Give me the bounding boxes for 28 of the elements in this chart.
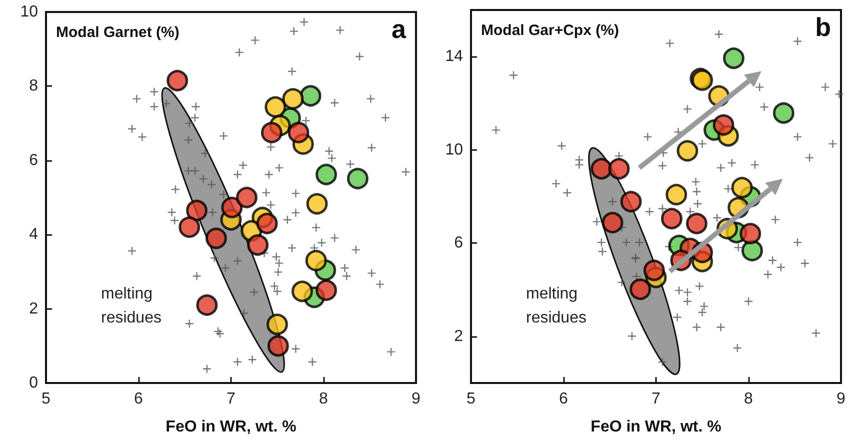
text: Modal Garnet (%) [56, 24, 180, 41]
annotation: b [815, 12, 832, 42]
x-tick-label: 9 [836, 390, 846, 408]
annotation: melting residues [526, 286, 586, 326]
y-tick-label: 10 [445, 141, 464, 158]
x-tick-label: 6 [134, 390, 144, 408]
x-tick-label: 7 [226, 390, 236, 408]
y-tick-label: 10 [20, 4, 38, 20]
x-tick-label: 9 [412, 390, 421, 408]
text: Modal Gar+Cpx (%) [481, 22, 619, 39]
y-tick-label: 6 [454, 234, 464, 252]
y-tick-label: 2 [29, 300, 38, 318]
y-tick-label: 2 [454, 328, 464, 345]
y-tick-label: 4 [29, 226, 38, 244]
x-axis-title: FeO in WR, wt. % [590, 418, 722, 436]
y-tick-label: 6 [29, 152, 38, 169]
x-tick-label: 5 [466, 390, 476, 408]
y-tick-label: 14 [445, 48, 464, 66]
y-tick-label: 0 [29, 374, 38, 392]
x-tick-label: 7 [652, 390, 661, 408]
y-tick-label: 8 [29, 78, 38, 95]
annotation: melting residues [101, 286, 162, 326]
x-tick-label: 6 [559, 390, 568, 408]
x-tick-label: 8 [744, 390, 754, 408]
annotation: a [392, 14, 407, 44]
x-tick-label: 8 [319, 390, 328, 408]
x-tick-label: 5 [42, 390, 51, 408]
x-axis-title: FeO in WR, wt. % [166, 418, 296, 436]
